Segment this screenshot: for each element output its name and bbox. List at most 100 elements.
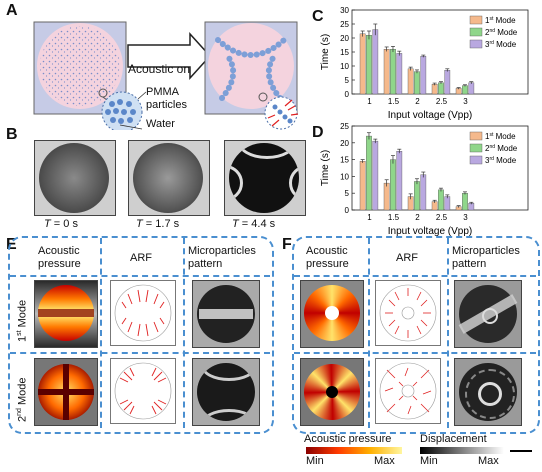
- e-arf-mode1: [110, 280, 176, 346]
- panel-f-row-divider: [294, 352, 536, 354]
- snapshot-0s: [34, 140, 116, 216]
- time-label-1: T = 1.7 s: [136, 218, 180, 230]
- bar: [390, 159, 396, 211]
- pressure-max-label: Max: [374, 455, 395, 467]
- x-tick-label: 2.5: [436, 213, 448, 222]
- bar: [431, 83, 438, 95]
- legend-swatch: [469, 39, 483, 49]
- legend-label: 3rd Mode: [485, 156, 517, 165]
- e-pattern-mode1: [192, 280, 260, 348]
- x-tick-label: 1: [367, 97, 372, 106]
- x-tick-label: 2: [415, 97, 420, 106]
- bar: [462, 85, 468, 95]
- panel-label-a: A: [6, 2, 18, 19]
- x-tick-label: 2: [415, 213, 420, 222]
- legend-label: 2nd Mode: [485, 28, 518, 37]
- x-tick-label: 3: [463, 97, 468, 106]
- e-row-2nd-mode: 2nd Mode: [16, 377, 29, 423]
- panel-f-frame: [292, 236, 540, 434]
- bar: [414, 71, 420, 95]
- displacement-max-label: Max: [478, 455, 499, 467]
- chart-c: 0 5 10 15 20 25 30 Time (s) Input voltage (Vpp) 1…: [320, 6, 529, 120]
- panel-label-f: F: [282, 236, 292, 253]
- x-tick-label: 2.5: [436, 97, 448, 106]
- legend-label: 1st Mode: [485, 132, 516, 141]
- e-row-1st-mode: 1st Mode: [16, 299, 29, 342]
- bar: [359, 161, 366, 211]
- e-pattern-mode2: [192, 358, 260, 426]
- y-tick-label: 5: [345, 189, 350, 198]
- x-tick-label: 1: [367, 213, 372, 222]
- y-tick-label: 25: [340, 122, 349, 131]
- f-col-arf: ARF: [396, 252, 418, 264]
- x-axis-label: Input voltage (Vpp): [388, 226, 473, 236]
- bar: [372, 140, 379, 211]
- bar: [372, 29, 379, 95]
- pressure-min-label: Min: [306, 455, 324, 467]
- panel-f-col-divider-1: [368, 238, 370, 428]
- y-tick-label: 0: [345, 206, 350, 215]
- x-axis-label: Input voltage (Vpp): [388, 110, 473, 120]
- panel-e-col-divider-1: [100, 238, 102, 428]
- panel-e-row-divider: [10, 352, 270, 354]
- x-tick-label: 3: [463, 213, 468, 222]
- legend-label: 1st Mode: [485, 16, 516, 25]
- f-arf-mode2: [375, 358, 441, 424]
- snapshot-1-7s: [128, 140, 210, 216]
- x-tick-label: 1.5: [388, 97, 400, 106]
- f-arf-mode1: [375, 280, 441, 346]
- snapshot-4-4s: [224, 140, 306, 216]
- e-col-pattern: Microparticles pattern: [188, 245, 256, 270]
- particles-label: particles: [146, 99, 187, 111]
- y-axis-label: Time (s): [320, 34, 331, 70]
- y-tick-label: 30: [340, 6, 349, 15]
- bar: [396, 151, 403, 211]
- bar: [366, 135, 372, 211]
- bar: [366, 35, 372, 95]
- displacement-min-label: Min: [420, 455, 438, 467]
- time-label-2: T = 4.4 s: [232, 218, 276, 230]
- legend-swatch: [469, 143, 483, 153]
- x-tick-label: 1.5: [388, 213, 400, 222]
- bar: [390, 49, 396, 95]
- bar: [468, 82, 475, 95]
- bar: [383, 49, 390, 95]
- panel-a-schematic: [33, 21, 299, 130]
- bar: [438, 82, 444, 95]
- y-tick-label: 15: [340, 156, 349, 165]
- bar: [407, 68, 414, 95]
- bar: [444, 196, 451, 211]
- legend-swatch: [469, 155, 483, 165]
- f-pressure-mode1: [300, 280, 364, 348]
- e-arf-mode2: [110, 358, 176, 424]
- panel-label-d: D: [312, 124, 324, 141]
- f-pattern-mode2: [454, 358, 522, 426]
- y-tick-label: 20: [340, 139, 349, 148]
- panel-f-header-divider: [294, 275, 536, 277]
- panel-label-c: C: [312, 8, 324, 25]
- e-col-pressure: Acoustic pressure: [38, 245, 81, 270]
- y-tick-label: 5: [345, 76, 350, 85]
- displacement-colorbar-label: Displacement: [420, 433, 487, 445]
- bar: [420, 56, 427, 95]
- pressure-colorbar-label: Acoustic pressure: [304, 433, 392, 445]
- chart-d: 0 5 10 15 20 25 Time (s) Input voltage (Vpp) 1 1.…: [320, 122, 529, 236]
- y-axis-label: Time (s): [320, 150, 331, 186]
- e-col-arf: ARF: [130, 252, 152, 264]
- time-label-0: T = 0 s: [44, 218, 78, 230]
- legend-label: 3rd Mode: [485, 40, 517, 49]
- bar: [383, 182, 390, 211]
- legend-label: 2nd Mode: [485, 144, 518, 153]
- e-pressure-mode1: [34, 280, 98, 348]
- y-tick-label: 20: [340, 34, 349, 43]
- bar: [462, 192, 468, 211]
- e-pressure-mode2: [34, 358, 98, 426]
- y-tick-label: 10: [340, 62, 349, 71]
- legend-swatch: [469, 15, 483, 25]
- panel-e-frame: [8, 236, 274, 434]
- f-col-pattern: Microparticles pattern: [452, 245, 520, 270]
- panel-f-col-divider-2: [447, 238, 449, 428]
- scale-bar: [510, 450, 532, 452]
- bar: [438, 189, 444, 211]
- y-tick-label: 15: [340, 48, 349, 57]
